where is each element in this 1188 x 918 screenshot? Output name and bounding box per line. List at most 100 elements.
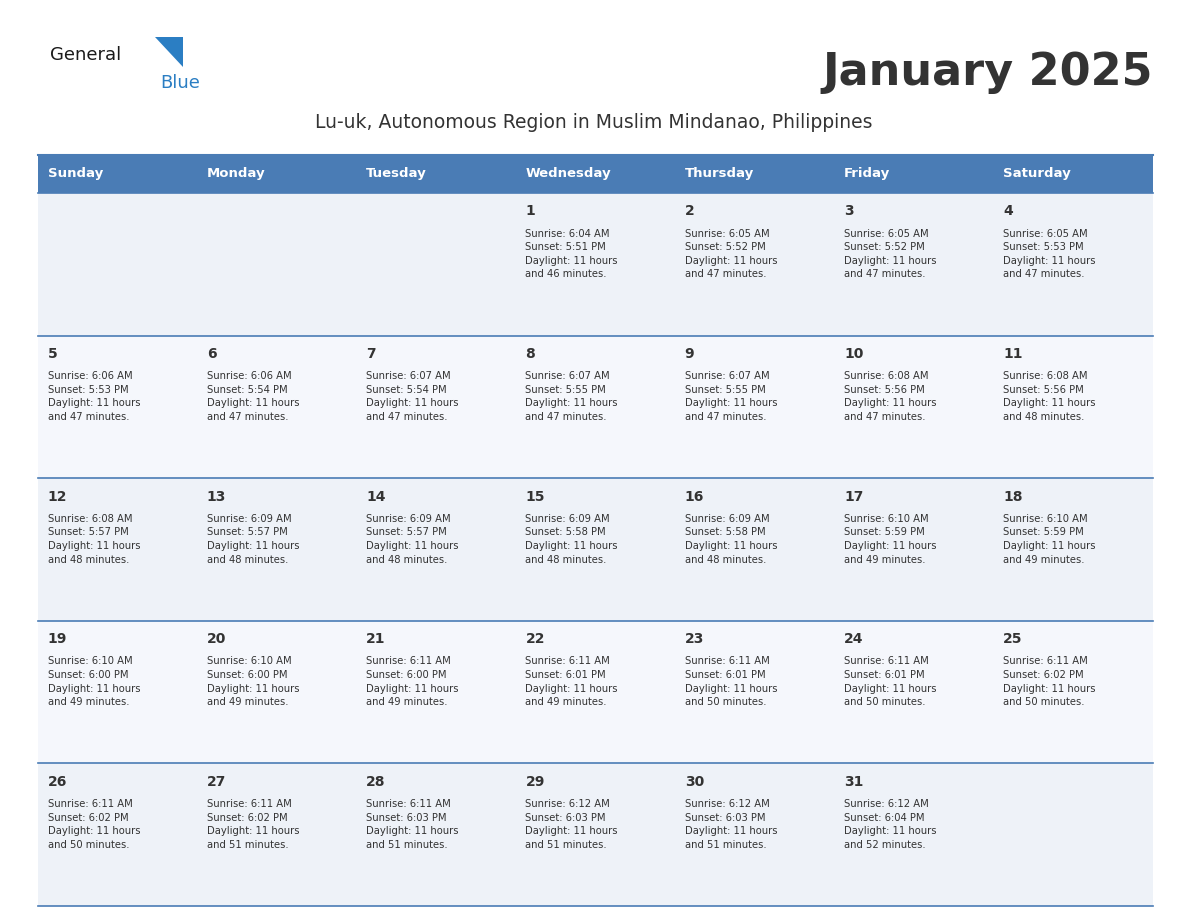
Text: Sunrise: 6:07 AM
Sunset: 5:55 PM
Daylight: 11 hours
and 47 minutes.: Sunrise: 6:07 AM Sunset: 5:55 PM Dayligh… xyxy=(525,371,618,422)
Text: Monday: Monday xyxy=(207,167,265,181)
Bar xyxy=(38,621,197,764)
Text: Sunrise: 6:10 AM
Sunset: 5:59 PM
Daylight: 11 hours
and 49 minutes.: Sunrise: 6:10 AM Sunset: 5:59 PM Dayligh… xyxy=(1004,514,1095,565)
Bar xyxy=(356,764,516,906)
Text: Sunrise: 6:08 AM
Sunset: 5:57 PM
Daylight: 11 hours
and 48 minutes.: Sunrise: 6:08 AM Sunset: 5:57 PM Dayligh… xyxy=(48,514,140,565)
Text: Sunrise: 6:11 AM
Sunset: 6:01 PM
Daylight: 11 hours
and 49 minutes.: Sunrise: 6:11 AM Sunset: 6:01 PM Dayligh… xyxy=(525,656,618,707)
Text: Sunrise: 6:11 AM
Sunset: 6:03 PM
Daylight: 11 hours
and 51 minutes.: Sunrise: 6:11 AM Sunset: 6:03 PM Dayligh… xyxy=(366,799,459,850)
Text: Sunrise: 6:10 AM
Sunset: 6:00 PM
Daylight: 11 hours
and 49 minutes.: Sunrise: 6:10 AM Sunset: 6:00 PM Dayligh… xyxy=(48,656,140,707)
Text: 25: 25 xyxy=(1004,633,1023,646)
Text: Sunrise: 6:06 AM
Sunset: 5:54 PM
Daylight: 11 hours
and 47 minutes.: Sunrise: 6:06 AM Sunset: 5:54 PM Dayligh… xyxy=(207,371,299,422)
Text: Sunrise: 6:08 AM
Sunset: 5:56 PM
Daylight: 11 hours
and 48 minutes.: Sunrise: 6:08 AM Sunset: 5:56 PM Dayligh… xyxy=(1004,371,1095,422)
Text: Sunrise: 6:09 AM
Sunset: 5:57 PM
Daylight: 11 hours
and 48 minutes.: Sunrise: 6:09 AM Sunset: 5:57 PM Dayligh… xyxy=(366,514,459,565)
Text: 27: 27 xyxy=(207,775,226,789)
Bar xyxy=(197,621,356,764)
Text: 23: 23 xyxy=(684,633,704,646)
Text: 12: 12 xyxy=(48,489,67,504)
Polygon shape xyxy=(154,37,183,67)
Bar xyxy=(834,621,993,764)
Bar xyxy=(516,336,675,478)
Bar xyxy=(38,336,197,478)
Bar xyxy=(834,478,993,621)
Bar xyxy=(197,193,356,336)
Text: Sunrise: 6:12 AM
Sunset: 6:03 PM
Daylight: 11 hours
and 51 minutes.: Sunrise: 6:12 AM Sunset: 6:03 PM Dayligh… xyxy=(525,799,618,850)
Text: Sunrise: 6:11 AM
Sunset: 6:00 PM
Daylight: 11 hours
and 49 minutes.: Sunrise: 6:11 AM Sunset: 6:00 PM Dayligh… xyxy=(366,656,459,707)
Bar xyxy=(197,764,356,906)
Bar xyxy=(356,621,516,764)
Text: Sunrise: 6:07 AM
Sunset: 5:55 PM
Daylight: 11 hours
and 47 minutes.: Sunrise: 6:07 AM Sunset: 5:55 PM Dayligh… xyxy=(684,371,777,422)
Bar xyxy=(516,193,675,336)
Text: Sunrise: 6:10 AM
Sunset: 5:59 PM
Daylight: 11 hours
and 49 minutes.: Sunrise: 6:10 AM Sunset: 5:59 PM Dayligh… xyxy=(843,514,936,565)
Bar xyxy=(38,478,197,621)
Bar xyxy=(38,155,1154,193)
Bar xyxy=(516,621,675,764)
Bar xyxy=(197,478,356,621)
Bar xyxy=(675,336,834,478)
Text: 5: 5 xyxy=(48,347,57,361)
Text: Sunrise: 6:05 AM
Sunset: 5:52 PM
Daylight: 11 hours
and 47 minutes.: Sunrise: 6:05 AM Sunset: 5:52 PM Dayligh… xyxy=(684,229,777,279)
Bar xyxy=(356,336,516,478)
Bar xyxy=(516,764,675,906)
Text: Sunrise: 6:05 AM
Sunset: 5:53 PM
Daylight: 11 hours
and 47 minutes.: Sunrise: 6:05 AM Sunset: 5:53 PM Dayligh… xyxy=(1004,229,1095,279)
Text: Wednesday: Wednesday xyxy=(525,167,611,181)
Text: 15: 15 xyxy=(525,489,545,504)
Bar xyxy=(834,193,993,336)
Bar xyxy=(356,478,516,621)
Text: Thursday: Thursday xyxy=(684,167,754,181)
Text: 3: 3 xyxy=(843,205,854,218)
Text: 10: 10 xyxy=(843,347,864,361)
Text: Sunrise: 6:08 AM
Sunset: 5:56 PM
Daylight: 11 hours
and 47 minutes.: Sunrise: 6:08 AM Sunset: 5:56 PM Dayligh… xyxy=(843,371,936,422)
Text: 11: 11 xyxy=(1004,347,1023,361)
Text: 14: 14 xyxy=(366,489,386,504)
Bar xyxy=(993,478,1154,621)
Text: 26: 26 xyxy=(48,775,67,789)
Text: 13: 13 xyxy=(207,489,226,504)
Text: Sunrise: 6:11 AM
Sunset: 6:01 PM
Daylight: 11 hours
and 50 minutes.: Sunrise: 6:11 AM Sunset: 6:01 PM Dayligh… xyxy=(843,656,936,707)
Text: 6: 6 xyxy=(207,347,216,361)
Text: Sunrise: 6:11 AM
Sunset: 6:01 PM
Daylight: 11 hours
and 50 minutes.: Sunrise: 6:11 AM Sunset: 6:01 PM Dayligh… xyxy=(684,656,777,707)
Text: Sunrise: 6:09 AM
Sunset: 5:58 PM
Daylight: 11 hours
and 48 minutes.: Sunrise: 6:09 AM Sunset: 5:58 PM Dayligh… xyxy=(684,514,777,565)
Text: Sunrise: 6:05 AM
Sunset: 5:52 PM
Daylight: 11 hours
and 47 minutes.: Sunrise: 6:05 AM Sunset: 5:52 PM Dayligh… xyxy=(843,229,936,279)
Bar xyxy=(516,478,675,621)
Text: Saturday: Saturday xyxy=(1004,167,1072,181)
Text: 7: 7 xyxy=(366,347,375,361)
Text: Friday: Friday xyxy=(843,167,890,181)
Text: General: General xyxy=(50,46,121,64)
Bar xyxy=(993,764,1154,906)
Text: 24: 24 xyxy=(843,633,864,646)
Text: 19: 19 xyxy=(48,633,67,646)
Bar xyxy=(993,193,1154,336)
Text: Sunrise: 6:06 AM
Sunset: 5:53 PM
Daylight: 11 hours
and 47 minutes.: Sunrise: 6:06 AM Sunset: 5:53 PM Dayligh… xyxy=(48,371,140,422)
Text: 2: 2 xyxy=(684,205,695,218)
Bar xyxy=(356,193,516,336)
Text: 8: 8 xyxy=(525,347,535,361)
Bar xyxy=(38,193,197,336)
Text: 30: 30 xyxy=(684,775,704,789)
Bar xyxy=(675,193,834,336)
Text: 28: 28 xyxy=(366,775,386,789)
Text: Sunrise: 6:04 AM
Sunset: 5:51 PM
Daylight: 11 hours
and 46 minutes.: Sunrise: 6:04 AM Sunset: 5:51 PM Dayligh… xyxy=(525,229,618,279)
Text: Lu-uk, Autonomous Region in Muslim Mindanao, Philippines: Lu-uk, Autonomous Region in Muslim Minda… xyxy=(315,113,873,131)
Text: Tuesday: Tuesday xyxy=(366,167,426,181)
Bar xyxy=(675,478,834,621)
Bar xyxy=(197,336,356,478)
Text: 31: 31 xyxy=(843,775,864,789)
Bar xyxy=(834,764,993,906)
Text: January 2025: January 2025 xyxy=(822,50,1154,94)
Bar xyxy=(834,336,993,478)
Text: Blue: Blue xyxy=(160,74,200,92)
Text: 9: 9 xyxy=(684,347,694,361)
Bar xyxy=(993,621,1154,764)
Text: Sunrise: 6:09 AM
Sunset: 5:57 PM
Daylight: 11 hours
and 48 minutes.: Sunrise: 6:09 AM Sunset: 5:57 PM Dayligh… xyxy=(207,514,299,565)
Text: Sunrise: 6:11 AM
Sunset: 6:02 PM
Daylight: 11 hours
and 50 minutes.: Sunrise: 6:11 AM Sunset: 6:02 PM Dayligh… xyxy=(48,799,140,850)
Text: 16: 16 xyxy=(684,489,704,504)
Text: Sunrise: 6:11 AM
Sunset: 6:02 PM
Daylight: 11 hours
and 51 minutes.: Sunrise: 6:11 AM Sunset: 6:02 PM Dayligh… xyxy=(207,799,299,850)
Text: 17: 17 xyxy=(843,489,864,504)
Text: Sunrise: 6:07 AM
Sunset: 5:54 PM
Daylight: 11 hours
and 47 minutes.: Sunrise: 6:07 AM Sunset: 5:54 PM Dayligh… xyxy=(366,371,459,422)
Bar xyxy=(38,764,197,906)
Text: Sunrise: 6:12 AM
Sunset: 6:03 PM
Daylight: 11 hours
and 51 minutes.: Sunrise: 6:12 AM Sunset: 6:03 PM Dayligh… xyxy=(684,799,777,850)
Bar xyxy=(993,336,1154,478)
Text: 20: 20 xyxy=(207,633,226,646)
Text: 22: 22 xyxy=(525,633,545,646)
Bar xyxy=(675,621,834,764)
Text: 29: 29 xyxy=(525,775,545,789)
